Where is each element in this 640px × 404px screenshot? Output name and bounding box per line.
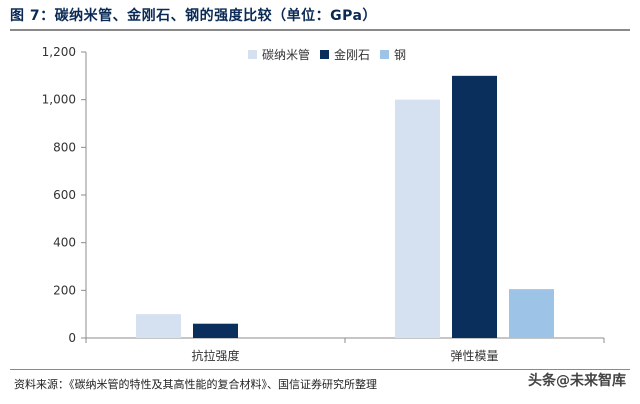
x-category-label: 抗拉强度 (191, 348, 239, 363)
y-tick-label: 600 (53, 188, 76, 202)
bar-3-cat-2 (509, 289, 554, 338)
y-tick-label: 0 (68, 331, 76, 345)
y-tick-label: 200 (53, 283, 76, 297)
chart-legend: 碳纳米管 金刚石 钢 (248, 47, 406, 62)
title-divider (10, 29, 630, 31)
legend-label: 钢 (394, 48, 406, 62)
x-category-label: 弹性模量 (450, 349, 498, 363)
source-divider (10, 369, 630, 370)
y-tick-label: 1,200 (42, 45, 76, 59)
legend-swatch (320, 50, 329, 59)
watermark: 头条@未来智库 (528, 373, 626, 389)
source-note: 资料来源：《碳纳米管的特性及其高性能的复合材料》、国信证券研究所整理 (14, 378, 377, 391)
figure-title: 图 7：碳纳米管、金刚石、钢的强度比较（单位：GPa） (10, 8, 377, 24)
legend-label: 碳纳米管 (262, 47, 310, 62)
bar-2-cat-2 (452, 75, 497, 338)
y-tick-label: 1,000 (42, 93, 76, 107)
y-tick-label: 400 (53, 236, 76, 250)
bar-1-cat-1 (136, 314, 181, 338)
y-tick-label: 800 (53, 140, 76, 154)
bar-1-cat-2 (395, 99, 440, 339)
strength-bar-chart: 0 200 400 600 800 1,000 1,200 抗拉强度 弹性模量 碳纳米管 金刚石 钢 (42, 45, 605, 363)
chart-axes: 0 200 400 600 800 1,000 1,200 抗拉强度 弹性模量 (42, 45, 605, 363)
chart-bars (136, 75, 554, 339)
legend-label: 金刚石 (334, 47, 370, 62)
legend-swatch (248, 50, 257, 59)
bar-2-cat-1 (193, 323, 238, 338)
legend-swatch (380, 50, 389, 59)
